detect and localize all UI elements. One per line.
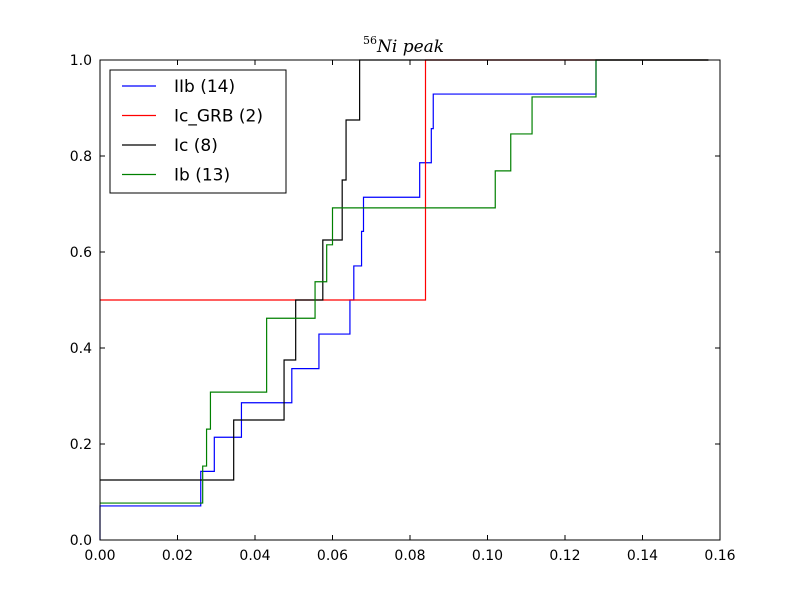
x-tick-label: 0.16 xyxy=(704,548,735,564)
chart-title: 56 Ni peak xyxy=(363,34,444,57)
x-tick-label: 0.12 xyxy=(549,548,580,564)
ticks-layer: 0.00 0.02 0.04 0.06 0.08 0.10 0.12 0.14 0.16 0.0 0… xyxy=(70,53,736,564)
x-tick-label: 0.08 xyxy=(394,548,425,564)
x-tick-label: 0.02 xyxy=(162,548,193,564)
legend-label-1: Ic_GRB (2) xyxy=(174,107,263,127)
legend-frame xyxy=(109,69,287,194)
y-tick-label: 0.8 xyxy=(70,149,92,165)
legend-label-3: Ib (13) xyxy=(174,166,230,186)
legend-label-2: Ic (8) xyxy=(174,136,218,156)
y-tick-label: 0.2 xyxy=(70,437,92,453)
x-tick-label: 0.06 xyxy=(317,548,348,564)
x-tick-label: 0.00 xyxy=(84,548,115,564)
legend: IIb (14) Ic_GRB (2) Ic (8) Ib (13) xyxy=(109,69,287,194)
y-tick-label: 0.6 xyxy=(70,245,92,261)
x-tick-label: 0.14 xyxy=(627,548,658,564)
x-tick-label: 0.10 xyxy=(472,548,503,564)
chart-title-text: Ni peak xyxy=(376,37,444,57)
x-tick-label: 0.04 xyxy=(239,548,270,564)
y-tick-label: 1.0 xyxy=(70,53,92,69)
series-line-2 xyxy=(100,59,709,481)
chart-title-superscript: 56 xyxy=(363,34,377,47)
y-tick-label: 0.0 xyxy=(70,533,92,549)
legend-label-0: IIb (14) xyxy=(174,77,235,97)
y-tick-label: 0.4 xyxy=(70,341,92,357)
series-line-3 xyxy=(100,59,709,504)
